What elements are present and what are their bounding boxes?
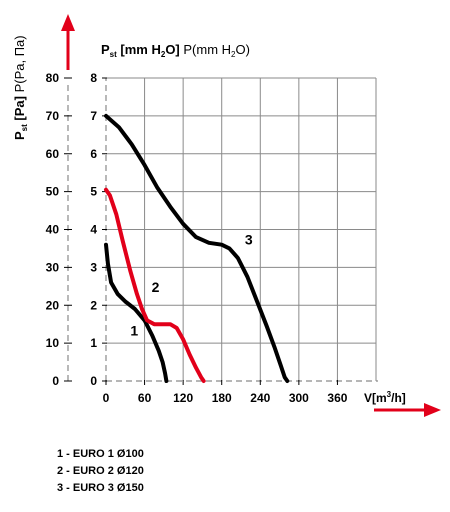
x-axis-arrow-head bbox=[424, 403, 441, 417]
x-tick-label: 240 bbox=[250, 391, 270, 405]
y-axis-arrow-head bbox=[61, 14, 75, 31]
y-tick-label-mm: 0 bbox=[90, 374, 97, 388]
y-tick-label-pa: 50 bbox=[46, 185, 60, 199]
curve-euro-2 bbox=[104, 187, 206, 383]
y-tick-label-mm: 4 bbox=[90, 223, 97, 237]
chart-grid bbox=[106, 77, 377, 381]
y-tick-label-mm: 2 bbox=[90, 298, 97, 312]
x-tick-label: 0 bbox=[103, 391, 110, 405]
legend-item-euro-3: 3 - EURO 3 Ø150 bbox=[57, 482, 144, 494]
y-tick-label-mm: 1 bbox=[90, 336, 97, 350]
y-axis-mm-title: Pst [mm H2O] P(mm H2O) bbox=[101, 42, 250, 59]
x-tick-label: 180 bbox=[212, 391, 232, 405]
y-tick-label-mm: 7 bbox=[90, 109, 97, 123]
x-tick-label: 120 bbox=[173, 391, 193, 405]
y-tick-label-mm: 5 bbox=[90, 185, 97, 199]
x-tick-label: 360 bbox=[327, 391, 347, 405]
performance-curves: 1 2 3 bbox=[104, 113, 290, 383]
chart-legend: 1 - EURO 1 Ø100 2 - EURO 2 Ø120 3 - EURO… bbox=[57, 446, 144, 497]
chart-axes bbox=[61, 14, 441, 417]
y-tick-label-mm: 6 bbox=[90, 147, 97, 161]
legend-item-euro-1: 1 - EURO 1 Ø100 bbox=[57, 448, 144, 460]
curve-label-2: 2 bbox=[152, 279, 160, 295]
x-axis-unit-label: V[m3/h] bbox=[364, 390, 406, 405]
y-tick-label-mm: 8 bbox=[90, 71, 97, 85]
x-tick-label: 60 bbox=[138, 391, 152, 405]
y-tick-label-pa: 10 bbox=[46, 336, 60, 350]
curve-label-3: 3 bbox=[245, 232, 253, 248]
curve-label-1: 1 bbox=[130, 323, 138, 339]
y-tick-label-pa: 30 bbox=[46, 260, 60, 274]
y-tick-label-pa: 20 bbox=[46, 298, 60, 312]
curve-euro-3 bbox=[104, 113, 290, 383]
axis-titles: V[m3/h] Pst [mm H2O] P(mm H2O) Pst [Pa] P(… bbox=[12, 35, 406, 405]
y-tick-label-mm: 3 bbox=[90, 260, 97, 274]
x-tick-label: 300 bbox=[289, 391, 309, 405]
legend-item-euro-2: 2 - EURO 2 Ø120 bbox=[57, 465, 144, 477]
y-tick-label-pa: 0 bbox=[52, 374, 59, 388]
y-tick-label-pa: 40 bbox=[46, 223, 60, 237]
y-tick-label-pa: 80 bbox=[46, 71, 60, 85]
y-axis-pa-title: Pst [Pa] P(Pa, Па) bbox=[12, 35, 29, 140]
curve-euro-1 bbox=[104, 242, 169, 383]
y-tick-label-pa: 60 bbox=[46, 147, 60, 161]
y-tick-label-pa: 70 bbox=[46, 109, 60, 123]
